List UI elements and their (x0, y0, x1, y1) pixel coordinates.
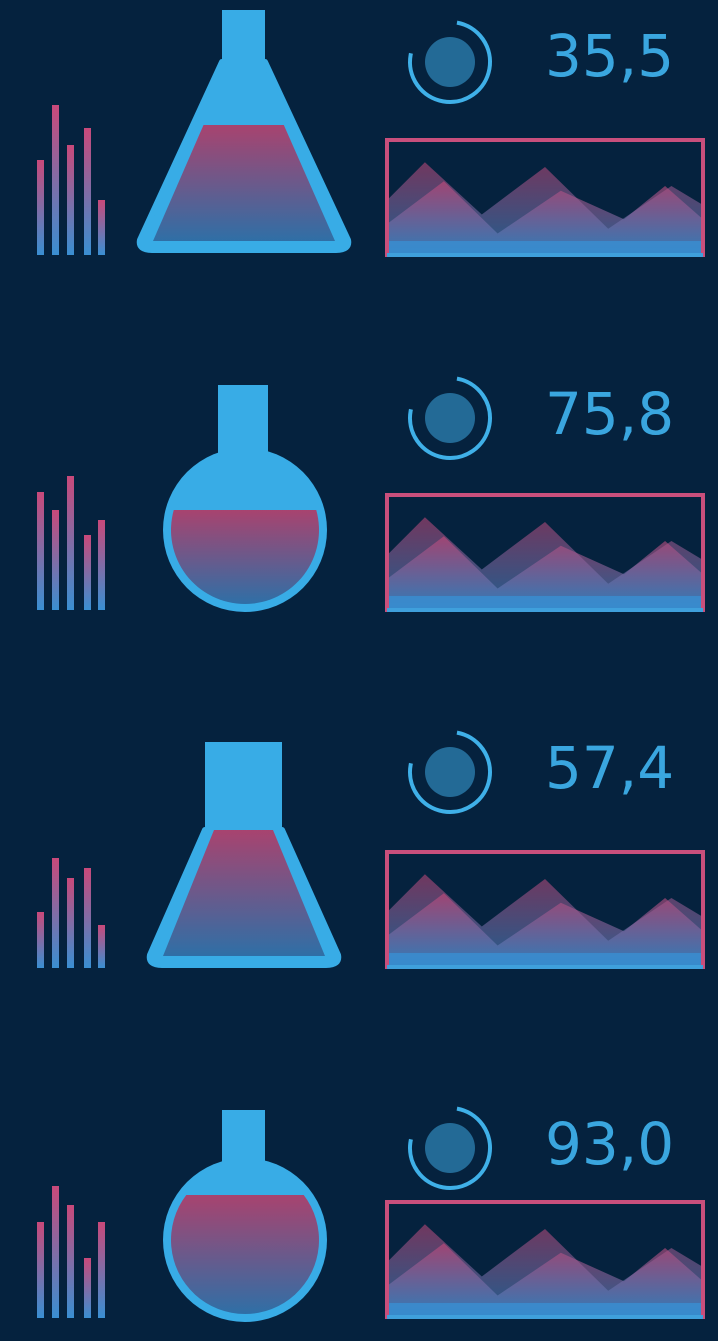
reading: 35,5 (545, 22, 674, 90)
bar-icon (67, 145, 74, 255)
bar-icon (37, 1222, 44, 1318)
gauge-core (425, 37, 475, 87)
gauge-core (425, 393, 475, 443)
bar-icon (37, 160, 44, 255)
page: {"readings": ["35,5", "75,8", "57,4", "9… (0, 0, 718, 1341)
bar-icon (37, 492, 44, 610)
bar-icon (67, 878, 74, 968)
bar-icon (98, 925, 105, 968)
flask-neck (218, 385, 268, 454)
gauge-core (425, 747, 475, 797)
bar-icon (52, 510, 59, 610)
reading: 93,0 (545, 1110, 674, 1178)
mountain-base (387, 953, 703, 967)
flask-neck (205, 742, 282, 834)
flask-neck (222, 10, 265, 66)
bar-icon (52, 858, 59, 968)
bar-icon (67, 1205, 74, 1318)
mountain-base (387, 1303, 703, 1317)
bar-icon (98, 200, 105, 255)
bar-icon (52, 1186, 59, 1318)
bar-icon (84, 128, 91, 255)
bar-icon (98, 1222, 105, 1318)
reading: 57,4 (545, 734, 674, 802)
gauge-core (425, 1123, 475, 1173)
bar-icon (52, 105, 59, 255)
bar-icon (98, 520, 105, 610)
mountain-base (387, 596, 703, 610)
reading: 75,8 (545, 380, 674, 448)
bar-icon (84, 535, 91, 610)
bar-icon (67, 476, 74, 610)
bar-icon (37, 912, 44, 968)
bar-icon (84, 1258, 91, 1318)
mountain-base (387, 241, 703, 255)
bar-icon (84, 868, 91, 968)
infographic: 35,5 75,8 57,4 93,0 (0, 0, 718, 1341)
